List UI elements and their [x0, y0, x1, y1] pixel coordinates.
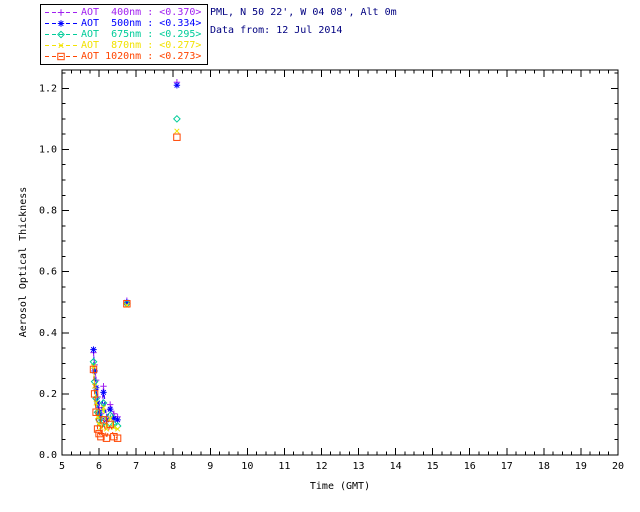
data-marker [123, 300, 131, 308]
data-marker [89, 365, 98, 374]
legend-entry: AOT 870nm : <0.277> [44, 40, 201, 51]
data-marker [100, 389, 107, 396]
data-marker [114, 426, 121, 432]
legend-entry-label: AOT 1020nm : <0.273> [81, 51, 202, 62]
x-tick-label: 15 [427, 461, 439, 472]
marker-layer [89, 79, 181, 442]
data-marker [102, 434, 111, 442]
data-marker [110, 432, 118, 441]
x-tick-label: 19 [575, 461, 587, 472]
data-marker [90, 346, 97, 353]
legend-line-sample-icon [45, 42, 77, 49]
series-line [93, 369, 118, 439]
x-tick-label: 7 [133, 461, 139, 472]
data-marker [93, 425, 102, 433]
legend-entry: AOT 400nm : <0.370> [44, 7, 201, 18]
legend-entry: AOT 1020nm : <0.273> [44, 51, 201, 62]
data-marker [107, 415, 113, 421]
data-marker [174, 82, 180, 88]
legend-entry-label: AOT 675nm : <0.295> [81, 29, 202, 40]
header-date-line: Data from: 12 Jul 2014 [210, 25, 343, 36]
x-tick-label: 9 [207, 461, 213, 472]
y-tick-label: 0.4 [39, 328, 57, 339]
legend-entry: AOT 675nm : <0.295> [44, 29, 201, 40]
plot-layer: 5 6 7 8 9 10 11 12 13 14 15 16 17 18 19 20 0.0 0.2 0.4 0.6 0… [39, 69, 624, 472]
x-tick-label: 6 [96, 461, 102, 472]
x-tick-label: 14 [390, 461, 402, 472]
data-marker [89, 357, 98, 366]
data-marker [172, 114, 181, 123]
x-axis-label: Time (GMT) [310, 481, 370, 492]
legend: AOT 400nm : <0.370> AOT 500nm : <0.334> … [40, 4, 209, 65]
data-marker [97, 432, 105, 441]
plot-frame [61, 69, 619, 456]
data-marker [93, 400, 99, 406]
x-tick-label: 12 [315, 461, 327, 472]
data-marker [113, 434, 122, 442]
data-marker [114, 417, 121, 423]
x-tick-label: 20 [612, 461, 624, 472]
y-tick-label: 1.2 [39, 83, 57, 94]
legend-entry-label: AOT 400nm : <0.370> [81, 7, 202, 18]
data-marker [107, 406, 113, 412]
data-marker [99, 399, 108, 407]
legend-line-sample-icon [45, 20, 77, 27]
legend-entry: AOT 500nm : <0.334> [44, 18, 201, 29]
y-tick-label: 0.2 [39, 389, 57, 400]
data-marker [111, 424, 117, 431]
x-tick-label: 10 [241, 461, 253, 472]
data-marker [106, 420, 114, 429]
data-marker [57, 52, 65, 61]
y-tick-label: 0.6 [39, 267, 57, 278]
legend-line-sample-icon [45, 30, 77, 39]
x-tick-label: 17 [501, 461, 513, 472]
data-marker [173, 133, 181, 141]
data-marker [99, 416, 108, 424]
data-marker [58, 42, 64, 49]
x-tick-label: 8 [170, 461, 176, 472]
data-marker [58, 20, 64, 27]
x-tick-label: 11 [278, 461, 290, 472]
y-tick-label: 0.8 [39, 206, 57, 217]
x-tick-label: 5 [59, 461, 65, 472]
legend-line-sample-icon [45, 52, 77, 61]
x-tick-label: 16 [464, 461, 476, 472]
header-station-line: PML, N 50 22', W 04 08', Alt 0m [210, 7, 397, 18]
data-marker [100, 404, 107, 411]
data-marker [174, 128, 180, 134]
data-marker [92, 408, 100, 416]
y-axis-label: Aerosol Optical Thickness [18, 187, 29, 338]
legend-entry-label: AOT 500nm : <0.334> [81, 18, 202, 29]
data-marker [90, 390, 99, 398]
y-tick-label: 1.0 [39, 144, 57, 155]
legend-entry-label: AOT 870nm : <0.277> [81, 40, 202, 51]
x-tick-label: 18 [538, 461, 550, 472]
data-marker [57, 30, 65, 39]
y-tick-label: 0.0 [39, 450, 57, 461]
x-tick-label: 13 [353, 461, 365, 472]
legend-line-sample-icon [45, 9, 77, 16]
